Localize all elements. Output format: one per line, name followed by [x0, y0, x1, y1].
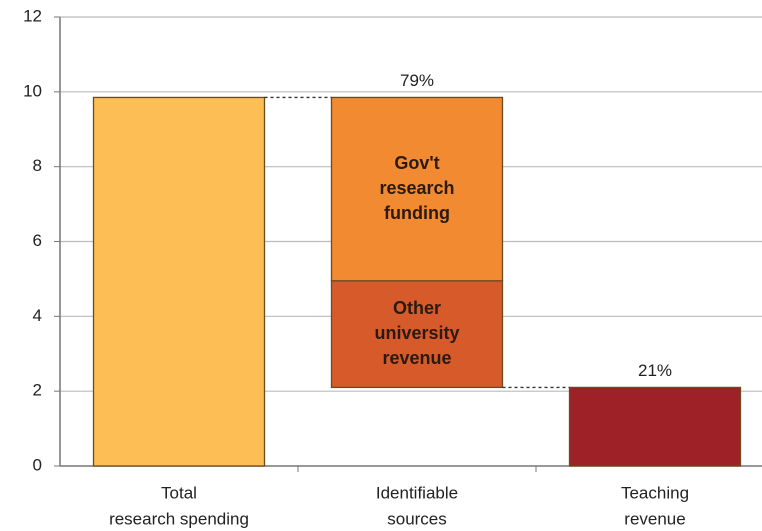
- y-tick-label: 12: [23, 6, 42, 25]
- share-label: 21%: [638, 361, 672, 380]
- y-tick-label: 4: [33, 306, 42, 325]
- share-label: 79%: [400, 71, 434, 90]
- segment-label: university: [374, 323, 459, 343]
- x-tick-label: Teaching: [621, 483, 689, 502]
- segment-label: revenue: [382, 348, 451, 368]
- y-tick-label: 0: [33, 455, 42, 474]
- x-tick-label: sources: [387, 509, 447, 528]
- segment-label: Other: [393, 298, 441, 318]
- y-tick-label: 2: [33, 381, 42, 400]
- y-tick-label: 8: [33, 156, 42, 175]
- x-tick-label: research spending: [109, 509, 249, 528]
- segment-label: funding: [384, 203, 450, 223]
- segment-label: Gov't: [394, 153, 439, 173]
- bar-segment: [568, 386, 742, 467]
- bar-segment: [330, 280, 504, 389]
- y-tick-label: 10: [23, 81, 42, 100]
- x-tick-label: Identifiable: [376, 483, 458, 502]
- segment-label: research: [379, 178, 454, 198]
- x-tick-label: revenue: [624, 509, 685, 528]
- x-tick-label: Total: [161, 483, 197, 502]
- y-tick-label: 6: [33, 231, 42, 250]
- bar-segment: [92, 96, 266, 467]
- bar-segment: [330, 96, 504, 282]
